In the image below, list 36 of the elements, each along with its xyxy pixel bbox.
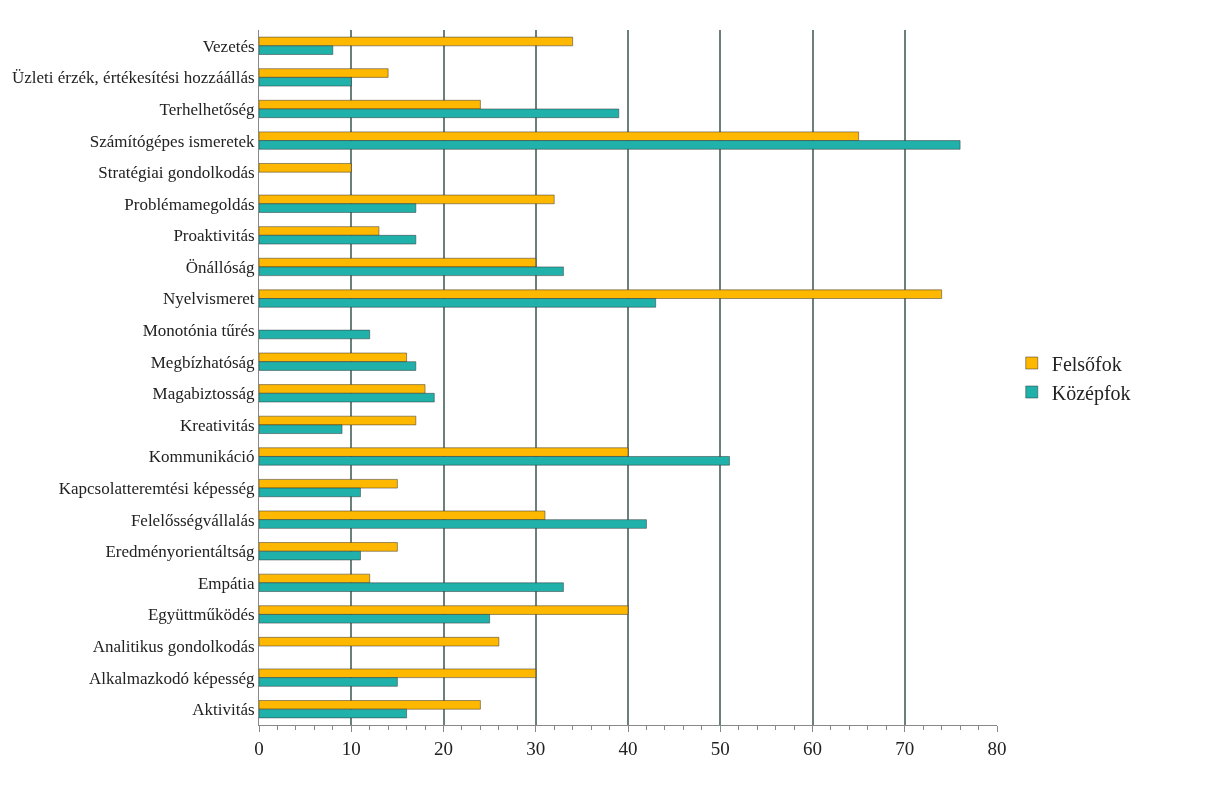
y-tick-label: Monotónia tűrés <box>142 321 255 341</box>
y-tick-label: Empátia <box>197 573 256 593</box>
bar <box>259 163 352 173</box>
y-tick-label: Vezetés <box>202 36 255 56</box>
y-tick-label: Proaktivitás <box>173 226 255 246</box>
bar <box>259 637 500 647</box>
bar <box>259 329 370 340</box>
x-tick-label: 0 <box>254 737 264 759</box>
y-tick-label: Magabiztosság <box>152 384 256 404</box>
y-tick-label: Önállóság <box>185 257 256 277</box>
x-tick-label: 80 <box>987 737 1007 759</box>
x-tick-label: 40 <box>618 737 638 759</box>
y-tick-label: Felelősségvállalás <box>130 510 255 530</box>
x-tick-label: 30 <box>526 737 546 759</box>
y-tick-label: Analitikus gondolkodás <box>92 636 255 656</box>
y-tick-label: Alkalmazkodó képesség <box>88 668 256 688</box>
x-tick-label: 70 <box>895 737 915 759</box>
x-tick-label: 60 <box>803 737 822 759</box>
legend-label: Felsőfok <box>1051 352 1122 375</box>
y-tick-label: Üzleti érzék, értékesítési hozzáállás <box>12 68 255 88</box>
legend-label: Középfok <box>1051 381 1131 405</box>
y-tick-label: Problémamegoldás <box>124 194 255 214</box>
y-tick-label: Eredményorientáltság <box>105 542 256 562</box>
y-tick-label: Kommunikáció <box>148 447 255 467</box>
y-tick-label: Nyelvismeret <box>163 289 255 309</box>
y-tick-label: Aktivitás <box>192 700 255 720</box>
y-tick-label: Számítógépes ismeretek <box>89 131 256 151</box>
x-tick-label: 50 <box>710 737 730 759</box>
x-tick-label: 10 <box>341 737 361 759</box>
y-tick-label: Kapcsolatteremtési képesség <box>58 479 256 499</box>
y-tick-label: Kreativitás <box>180 415 255 435</box>
y-tick-label: Együttműködés <box>147 605 255 625</box>
x-tick-label: 20 <box>434 737 453 759</box>
y-tick-label: Stratégiai gondolkodás <box>98 163 255 183</box>
y-tick-label: Megbízhatóság <box>150 352 256 372</box>
y-tick-label: Terhelhetőség <box>159 99 256 119</box>
